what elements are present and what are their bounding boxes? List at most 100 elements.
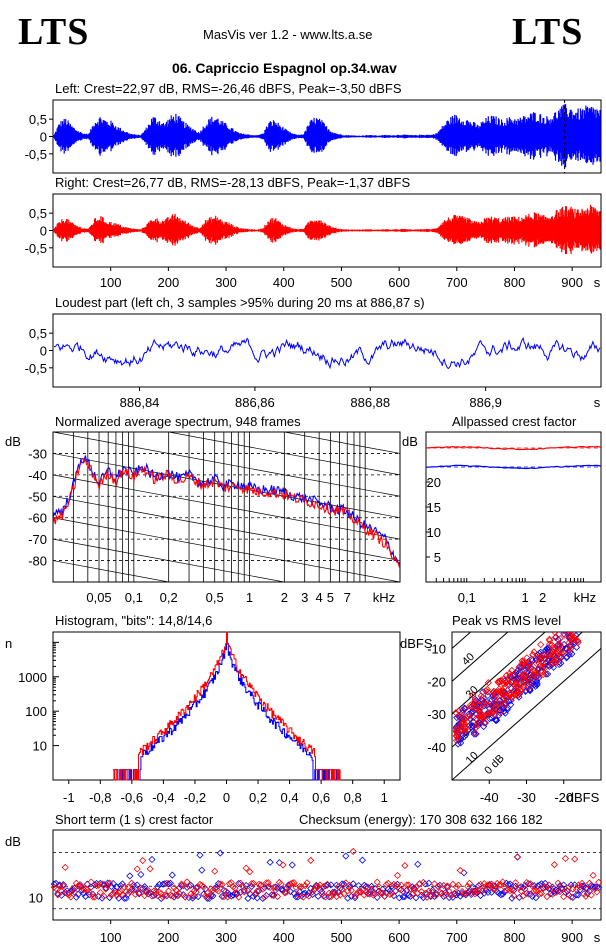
- short-term-point: [414, 889, 422, 897]
- peak-rms-point: [566, 648, 574, 656]
- short-term-point: [301, 882, 309, 890]
- peak-rms-point: [495, 677, 503, 685]
- peak-rms-point: [539, 670, 547, 679]
- allpass-xunit: kHz: [574, 590, 596, 605]
- loudest-xtick-label: 886,84: [120, 395, 160, 410]
- peak-rms-point: [505, 689, 513, 697]
- peak-rms-point: [552, 658, 560, 666]
- short-term-point: [194, 893, 202, 901]
- short-term-point: [115, 888, 123, 896]
- short-term-point: [519, 892, 527, 900]
- spectrum-xtick-label: 0,5: [206, 590, 224, 605]
- short-term-point: [473, 887, 481, 895]
- short-term-point: [277, 885, 285, 894]
- spectrum-series-right: [53, 457, 400, 570]
- short-term-point: [368, 886, 376, 894]
- peak-rms-point: [522, 677, 530, 685]
- short-term-point: [416, 880, 424, 888]
- spectrum-slope-line: [53, 346, 400, 410]
- short-term-point: [488, 880, 496, 888]
- short-term-point: [430, 880, 438, 888]
- short-term-point: [412, 894, 420, 902]
- short-term-point: [135, 889, 143, 897]
- peak-rms-point: [551, 632, 559, 636]
- peak-rms-point: [520, 684, 528, 692]
- short-term-point: [307, 884, 315, 893]
- short-term-point: [524, 890, 533, 898]
- short-term-xtick-label: 100: [100, 930, 122, 945]
- peak-rms-point: [469, 722, 477, 730]
- short-term-xtick-label: 200: [158, 930, 180, 945]
- peak-rms-point: [569, 632, 574, 634]
- short-term-point: [314, 892, 322, 900]
- peak-rms-point: [495, 711, 503, 719]
- histogram-series-right: [112, 631, 341, 781]
- spectrum-slope-line: [53, 668, 400, 732]
- short-term-xtick-label: 700: [446, 930, 468, 945]
- short-term-point: [292, 883, 300, 891]
- short-term-point: [392, 881, 400, 890]
- allpass-label: Allpassed crest factor: [452, 414, 577, 429]
- short-term-point: [266, 858, 274, 866]
- short-term-point: [275, 859, 283, 867]
- spectrum-slope-line: [53, 325, 400, 389]
- short-term-point: [170, 884, 178, 892]
- short-term-point: [89, 893, 97, 901]
- short-term-point: [582, 892, 590, 900]
- checksum-label: Checksum (energy): 170 308 632 166 182: [299, 812, 543, 827]
- peak-rms-point: [478, 700, 486, 708]
- short-term-point: [303, 879, 311, 887]
- spectrum-slope-line: [53, 432, 400, 497]
- peak-rms-crest-label: 40: [460, 651, 477, 668]
- short-term-point: [244, 887, 252, 895]
- peak-rms-point: [519, 658, 527, 666]
- spectrum-ytick-label: -40: [28, 468, 47, 483]
- histogram-ytick-label: 1000: [18, 670, 47, 685]
- short-term-point: [338, 880, 346, 888]
- short-term-point: [176, 890, 184, 898]
- peak-rms-point: [496, 687, 504, 696]
- peak-rms-point: [452, 709, 460, 717]
- peak-rms-point: [540, 654, 548, 662]
- short-term-point: [259, 894, 267, 903]
- peak-rms-point: [471, 729, 480, 737]
- short-term-point: [403, 881, 411, 889]
- short-term-point: [249, 892, 258, 900]
- short-term-point: [491, 885, 499, 893]
- short-term-point: [270, 883, 278, 891]
- peak-rms-point: [578, 632, 579, 633]
- short-term-point: [113, 883, 121, 891]
- wave-right-xtick-label: 300: [215, 275, 237, 290]
- peak-rms-point: [495, 679, 503, 687]
- loudest-ytick-label: 0: [40, 344, 47, 359]
- short-term-point: [155, 888, 163, 896]
- short-term-point: [296, 882, 304, 891]
- peak-rms-point: [467, 723, 475, 731]
- short-term-point: [133, 881, 141, 889]
- spectrum-ytick-label: -60: [28, 511, 47, 526]
- short-term-point: [179, 882, 187, 890]
- short-term-point: [118, 880, 127, 888]
- short-term-point: [166, 891, 175, 899]
- file-title: 06. Capriccio Espagnol op.34.wav: [172, 60, 397, 76]
- short-term-point: [449, 880, 457, 888]
- short-term-point: [286, 880, 294, 888]
- loudest-ytick-label: -0,5: [25, 361, 47, 376]
- short-term-point: [401, 862, 409, 870]
- peak-rms-point: [564, 632, 567, 633]
- peak-rms-point: [507, 690, 515, 698]
- short-term-point: [218, 881, 226, 889]
- spectrum-slope-line: [282, 432, 400, 454]
- short-term-point: [299, 893, 307, 901]
- short-term-point: [340, 880, 348, 888]
- peak-rms-crest-line: [452, 632, 472, 650]
- peak-rms-point: [452, 728, 460, 736]
- peak-rms-point: [467, 703, 475, 711]
- short-term-point: [198, 866, 206, 874]
- short-term-xtick-label: 800: [504, 930, 526, 945]
- peak-rms-point: [478, 713, 486, 721]
- short-term-frame: [52, 829, 602, 921]
- histogram-frame: [52, 631, 401, 781]
- short-term-point: [357, 888, 365, 896]
